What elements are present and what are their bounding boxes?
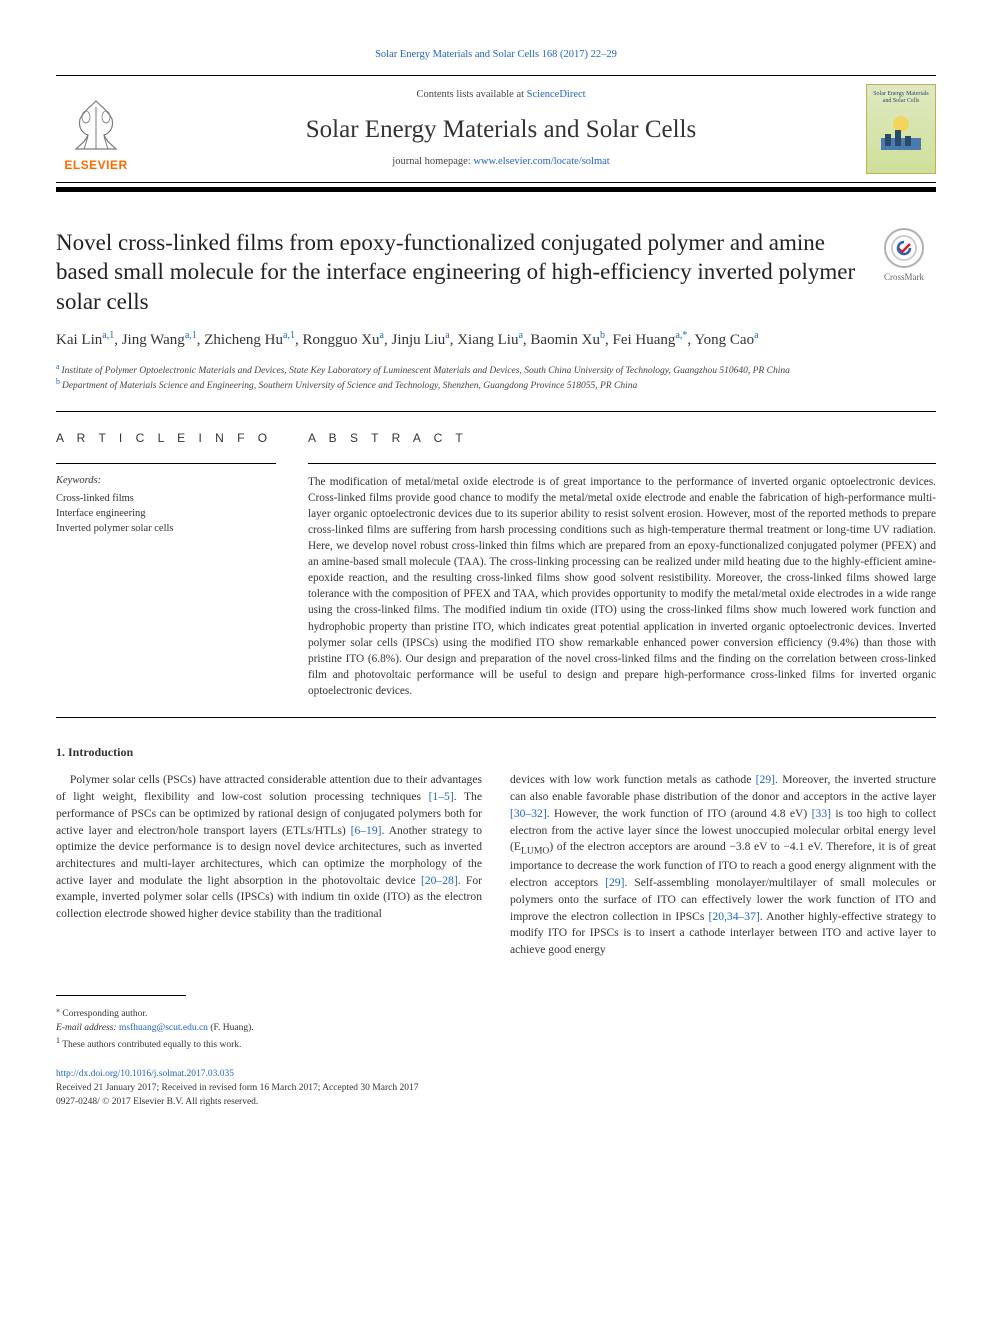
section-divider-bottom (56, 717, 936, 718)
fn-email-after: (F. Huang). (208, 1023, 254, 1033)
journal-cover-thumbnail[interactable]: Solar Energy Materials and Solar Cells (866, 84, 936, 174)
copyright-line: 0927-0248/ © 2017 Elsevier B.V. All righ… (56, 1095, 936, 1109)
author-affiliation-marker[interactable]: a (380, 330, 384, 341)
crossmark-label: CrossMark (884, 271, 924, 284)
intro-t1: Polymer solar cells (PSCs) have attracte… (56, 773, 482, 803)
author-affiliation-marker[interactable]: a,1 (283, 330, 295, 341)
footnotes: ⁎ Corresponding author. E-mail address: … (56, 1004, 936, 1053)
affiliation-a-text: Institute of Polymer Optoelectronic Mate… (62, 366, 790, 376)
ref-20-34-37[interactable]: [20,34–37] (709, 910, 760, 923)
homepage-prefix: journal homepage: (392, 156, 473, 167)
received-dates: Received 21 January 2017; Received in re… (56, 1081, 936, 1095)
abstract-divider (308, 463, 936, 464)
abstract-text: The modification of metal/metal oxide el… (308, 474, 936, 698)
keyword-item: Interface engineering (56, 506, 276, 521)
author-affiliation-marker[interactable]: a (445, 330, 449, 341)
author: Kai Lina,1 (56, 332, 114, 348)
abstract-heading: A B S T R A C T (308, 430, 936, 447)
elsevier-logo[interactable]: ELSEVIER (56, 84, 136, 174)
header-divider (56, 187, 936, 192)
ref-33[interactable]: [33] (812, 807, 831, 820)
ref-20-28[interactable]: [20–28] (421, 874, 458, 887)
ref-30-32[interactable]: [30–32] (510, 807, 547, 820)
footnote-rule (56, 995, 186, 996)
contents-prefix: Contents lists available at (416, 89, 526, 100)
section-divider-top (56, 411, 936, 412)
doi-block: http://dx.doi.org/10.1016/j.solmat.2017.… (56, 1067, 936, 1110)
author-affiliation-marker[interactable]: a,1 (102, 330, 114, 341)
intro-col-left: Polymer solar cells (PSCs) have attracte… (56, 772, 482, 958)
fn-email-link[interactable]: msfhuang@scut.edu.cn (119, 1023, 208, 1033)
fn-corresponding: ⁎ Corresponding author. (56, 1004, 936, 1021)
ref-6-19[interactable]: [6–19] (351, 824, 382, 837)
doi-link[interactable]: http://dx.doi.org/10.1016/j.solmat.2017.… (56, 1069, 234, 1079)
abstract-section: A B S T R A C T The modification of meta… (308, 430, 936, 698)
author: Yong Caoa (694, 332, 758, 348)
citation-link[interactable]: Solar Energy Materials and Solar Cells 1… (375, 49, 617, 60)
author: Rongguo Xua (302, 332, 384, 348)
author: Jinju Liua (392, 332, 450, 348)
author-affiliation-marker[interactable]: a,1 (185, 330, 197, 341)
author-affiliation-marker[interactable]: b (600, 330, 605, 341)
journal-name: Solar Energy Materials and Solar Cells (136, 112, 866, 147)
fn-equal: 1 These authors contributed equally to t… (56, 1035, 936, 1052)
sciencedirect-link[interactable]: ScienceDirect (527, 89, 586, 100)
ref-29a[interactable]: [29] (756, 773, 775, 786)
cover-title: Solar Energy Materials and Solar Cells (871, 91, 931, 105)
keyword-item: Inverted polymer solar cells (56, 521, 276, 536)
author-affiliation-marker[interactable]: a (754, 330, 758, 341)
keywords-label: Keywords: (56, 474, 276, 489)
crossmark-icon (890, 234, 918, 262)
author: Baomin Xub (530, 332, 605, 348)
article-info-section: A R T I C L E I N F O Keywords: Cross-li… (56, 430, 276, 698)
ref-29b[interactable]: [29] (605, 876, 624, 889)
fn-email: E-mail address: msfhuang@scut.edu.cn (F.… (56, 1021, 936, 1035)
article-info-heading: A R T I C L E I N F O (56, 430, 276, 447)
affiliation-b: bDepartment of Materials Science and Eng… (56, 377, 936, 393)
fn-equal-text: These authors contributed equally to thi… (62, 1040, 241, 1050)
author: Xiang Liua (457, 332, 523, 348)
cover-art-icon (873, 110, 929, 156)
journal-homepage: journal homepage: www.elsevier.com/locat… (136, 155, 866, 170)
ref-1-5[interactable]: [1–5] (429, 790, 454, 803)
author-affiliation-marker[interactable]: a (518, 330, 522, 341)
crossmark-badge[interactable]: CrossMark (872, 228, 936, 284)
lumo-sub: LUMO (521, 846, 549, 857)
keywords-list: Cross-linked filmsInterface engineeringI… (56, 491, 276, 537)
article-title: Novel cross-linked films from epoxy-func… (56, 228, 858, 316)
fn-corr-text: Corresponding author. (62, 1009, 147, 1019)
author-list: Kai Lina,1, Jing Wanga,1, Zhicheng Hua,1… (56, 328, 936, 352)
intro-t5: devices with low work function metals as… (510, 773, 756, 786)
author: Zhicheng Hua,1 (204, 332, 295, 348)
author: Fei Huanga,* (613, 332, 688, 348)
journal-header: ELSEVIER Contents lists available at Sci… (56, 75, 936, 183)
intro-heading: 1. Introduction (56, 744, 936, 761)
author-affiliation-marker[interactable]: a,* (675, 330, 687, 341)
fn-email-label: E-mail address: (56, 1023, 119, 1033)
affiliation-a: aInstitute of Polymer Optoelectronic Mat… (56, 362, 936, 378)
intro-col-right: devices with low work function metals as… (510, 772, 936, 958)
homepage-link[interactable]: www.elsevier.com/locate/solmat (473, 156, 609, 167)
author: Jing Wanga,1 (122, 332, 197, 348)
keyword-item: Cross-linked films (56, 491, 276, 506)
affiliation-b-text: Department of Materials Science and Engi… (62, 382, 637, 392)
elsevier-wordmark: ELSEVIER (64, 157, 127, 174)
citation-header: Solar Energy Materials and Solar Cells 1… (56, 48, 936, 63)
contents-available: Contents lists available at ScienceDirec… (136, 88, 866, 103)
intro-t7: . However, the work function of ITO (aro… (547, 807, 812, 820)
intro-body: Polymer solar cells (PSCs) have attracte… (56, 772, 936, 958)
info-divider (56, 463, 276, 464)
elsevier-tree-icon (66, 97, 126, 153)
affiliations: aInstitute of Polymer Optoelectronic Mat… (56, 362, 936, 394)
